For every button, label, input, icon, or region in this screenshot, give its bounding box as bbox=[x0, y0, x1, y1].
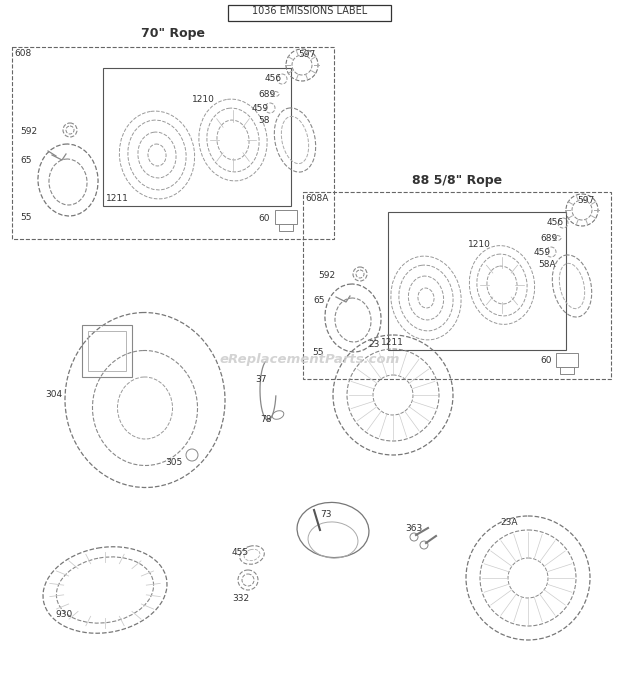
Text: 608A: 608A bbox=[305, 194, 329, 203]
Text: 78: 78 bbox=[260, 415, 272, 424]
Bar bbox=[82, 325, 132, 377]
Bar bbox=[103, 68, 291, 206]
Text: 455: 455 bbox=[232, 548, 249, 557]
Bar bbox=[12, 47, 334, 239]
Text: eReplacementParts.com: eReplacementParts.com bbox=[220, 353, 400, 367]
Text: 60: 60 bbox=[258, 214, 270, 223]
Text: 37: 37 bbox=[255, 375, 267, 384]
Bar bbox=[275, 210, 297, 224]
Text: 88 5/8" Rope: 88 5/8" Rope bbox=[412, 174, 502, 187]
Bar bbox=[279, 224, 293, 231]
Text: 65: 65 bbox=[313, 296, 324, 305]
Text: 930: 930 bbox=[55, 610, 73, 619]
Text: 363: 363 bbox=[405, 524, 422, 533]
Text: 304: 304 bbox=[45, 390, 62, 399]
Text: 58: 58 bbox=[258, 116, 270, 125]
Text: 65: 65 bbox=[20, 156, 32, 165]
Text: 23: 23 bbox=[368, 340, 379, 349]
Text: 70" Rope: 70" Rope bbox=[141, 27, 205, 40]
Text: 55: 55 bbox=[20, 213, 32, 222]
Text: 332: 332 bbox=[232, 594, 249, 603]
Text: 459: 459 bbox=[252, 104, 269, 113]
Text: 1211: 1211 bbox=[381, 338, 404, 347]
Text: 597: 597 bbox=[577, 196, 594, 205]
Text: 592: 592 bbox=[318, 271, 335, 280]
Text: 456: 456 bbox=[265, 74, 282, 83]
Text: 60: 60 bbox=[540, 356, 552, 365]
Text: 23A: 23A bbox=[500, 518, 518, 527]
Text: 1211: 1211 bbox=[106, 194, 129, 203]
Text: 1036 EMISSIONS LABEL: 1036 EMISSIONS LABEL bbox=[252, 6, 368, 16]
Bar bbox=[303, 192, 611, 379]
Text: 55: 55 bbox=[312, 348, 324, 357]
Text: 73: 73 bbox=[320, 510, 332, 519]
Text: 1210: 1210 bbox=[192, 95, 215, 104]
Text: 305: 305 bbox=[165, 458, 182, 467]
Bar bbox=[556, 353, 578, 367]
Bar bbox=[560, 367, 574, 374]
Text: 597: 597 bbox=[298, 50, 315, 59]
Bar bbox=[228, 5, 391, 21]
Text: 456: 456 bbox=[547, 218, 564, 227]
Text: 608: 608 bbox=[14, 49, 31, 58]
Text: 592: 592 bbox=[20, 127, 37, 136]
Text: 1210: 1210 bbox=[468, 240, 491, 249]
Bar bbox=[88, 331, 126, 371]
Text: 459: 459 bbox=[534, 248, 551, 257]
Text: 689: 689 bbox=[258, 90, 275, 99]
Bar bbox=[388, 212, 566, 350]
Text: 689: 689 bbox=[540, 234, 557, 243]
Text: 58A: 58A bbox=[538, 260, 556, 269]
